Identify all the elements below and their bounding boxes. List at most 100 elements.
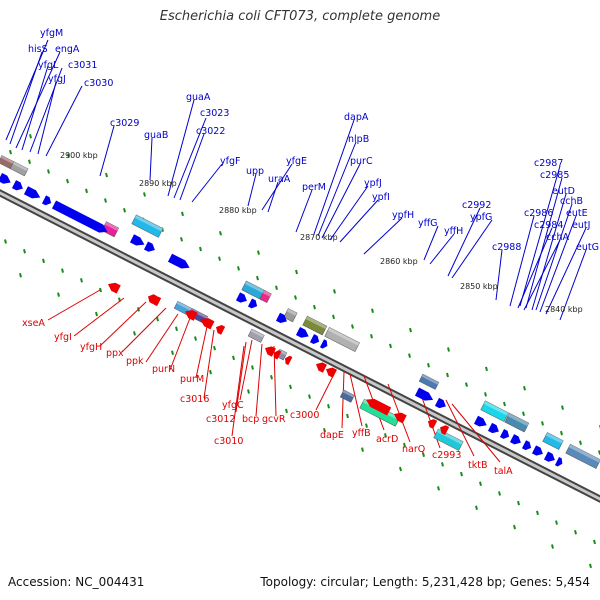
forward-gene-arrow: [309, 334, 320, 344]
forward-gene-label-guaB: guaB: [144, 130, 168, 141]
forward-gene-arrow: [235, 292, 247, 303]
forward-gene-label-yfgE: yfgE: [286, 156, 307, 167]
position-tick-label: 2880 kbp: [219, 206, 257, 215]
forward-gene-arrow: [167, 253, 190, 269]
leader-line: [295, 189, 313, 233]
leader-line: [29, 67, 63, 153]
leader-line: [495, 249, 503, 301]
forward-gene-arrow: [275, 312, 287, 324]
leader-line: [239, 339, 253, 401]
reverse-gene-arrow: [394, 412, 407, 424]
forward-gene-label-uraA: uraA: [268, 174, 291, 185]
leader-line: [195, 321, 209, 379]
forward-gene-label-c2987: c2987: [534, 158, 563, 169]
forward-gene-arrow: [509, 434, 521, 445]
reverse-gene-arrow: [108, 282, 121, 294]
reverse-gene-label-narQ: narQ: [402, 444, 425, 455]
reverse-gene-arrow: [285, 355, 293, 366]
forward-gene-arrow: [51, 200, 108, 233]
reverse-gene-label-dapE: dapE: [320, 430, 344, 441]
forward-gene-label-yfgM: yfgM: [40, 28, 63, 39]
reverse-gene-label-yfgC: yfgC: [222, 400, 244, 411]
forward-gene-label-yfgF: yfgF: [220, 156, 240, 167]
reverse-gene-arrow: [152, 296, 162, 307]
forward-gene-arrow: [247, 298, 258, 309]
forward-gene-arrow: [143, 241, 155, 252]
leader-line: [37, 81, 57, 155]
forward-gene-label-eutD: eutD: [552, 186, 575, 197]
forward-gene-arrow: [23, 186, 41, 199]
reverse-gene-label-yfgH: yfgH: [80, 342, 102, 353]
leader-line: [99, 125, 115, 177]
forward-gene-label-eutG: eutG: [576, 242, 599, 253]
leader-line: [15, 51, 61, 149]
forward-gene-label-hisS: hisS: [28, 44, 48, 55]
leader-line: [531, 193, 567, 311]
feature-block: [339, 389, 355, 403]
feature-block: [241, 280, 267, 301]
leader-line: [169, 317, 191, 371]
feature-block: [504, 412, 530, 433]
forward-gene-label-perM: perM: [302, 182, 326, 193]
leader-line: [317, 141, 357, 237]
reverse-gene-label-ppx: ppx: [106, 348, 124, 359]
reverse-gene-label-yffB: yffB: [352, 428, 371, 439]
leader-line: [429, 233, 455, 265]
forward-gene-label-yffH: yffH: [444, 226, 463, 237]
leader-line: [73, 297, 125, 337]
leader-line: [445, 399, 475, 457]
forward-gene-label-ypfH: ypfH: [392, 210, 414, 221]
forward-gene-label-c2988: c2988: [492, 242, 521, 253]
leader-line: [523, 239, 561, 311]
leader-line: [247, 173, 257, 207]
leader-line: [559, 249, 587, 321]
position-tick-label: 2850 kbp: [460, 282, 498, 291]
position-tick-label: 2870 kbp: [300, 233, 338, 242]
leader-line: [167, 99, 195, 197]
reverse-gene-label-yfgI: yfgI: [54, 332, 72, 343]
tick-track-lower: [4, 239, 596, 545]
leader-line: [235, 341, 247, 413]
forward-gene-label-eutJ: eutJ: [572, 220, 590, 231]
forward-gene-label-c3023: c3023: [200, 108, 229, 119]
forward-gene-label-eutE: eutE: [566, 208, 588, 219]
leader-line: [313, 119, 355, 235]
leader-line: [387, 383, 411, 443]
reverse-gene-arrow: [274, 350, 282, 360]
leader-line: [321, 163, 361, 239]
forward-gene-arrow: [554, 457, 563, 467]
leader-line: [267, 181, 279, 213]
leader-line: [99, 301, 147, 347]
reverse-gene-arrow: [440, 425, 450, 436]
reverse-gene-label-bcp: bcp: [242, 414, 259, 425]
forward-gene-label-c2992: c2992: [462, 200, 491, 211]
forward-gene-arrow: [414, 387, 434, 401]
reverse-gene-arrow: [265, 346, 276, 357]
forward-gene-label-c3031: c3031: [68, 60, 97, 71]
forward-gene-label-ypfJ: ypfJ: [364, 178, 382, 189]
leader-line: [145, 313, 179, 363]
feature-block: [131, 214, 164, 238]
forward-gene-label-yfgJ: yfgJ: [48, 74, 66, 85]
reverse-gene-arrow: [316, 362, 327, 373]
forward-gene-arrow: [0, 172, 11, 184]
forward-gene-arrow: [521, 440, 532, 451]
position-tick-label: 2890 kbp: [139, 179, 177, 188]
leader-line: [231, 345, 245, 437]
forward-gene-label-c2985: c2985: [540, 170, 569, 181]
forward-gene-label-purC: purC: [350, 156, 373, 167]
reverse-gene-label-c3016: c3016: [180, 394, 209, 405]
forward-gene-arrow: [543, 451, 555, 462]
leader-line: [535, 203, 573, 311]
leader-line: [539, 215, 577, 313]
forward-gene-label-cchB: cchB: [560, 196, 583, 207]
reverse-gene-label-purN: purN: [152, 364, 175, 375]
reverse-gene-label-acrD: acrD: [376, 434, 398, 445]
reverse-gene-arrow: [185, 310, 198, 321]
forward-gene-arrow: [434, 397, 446, 409]
feature-block: [324, 326, 360, 353]
leader-line: [349, 373, 363, 427]
map-title: Escherichia coli CFT073, complete genome: [159, 9, 441, 24]
feature-block: [247, 328, 265, 343]
